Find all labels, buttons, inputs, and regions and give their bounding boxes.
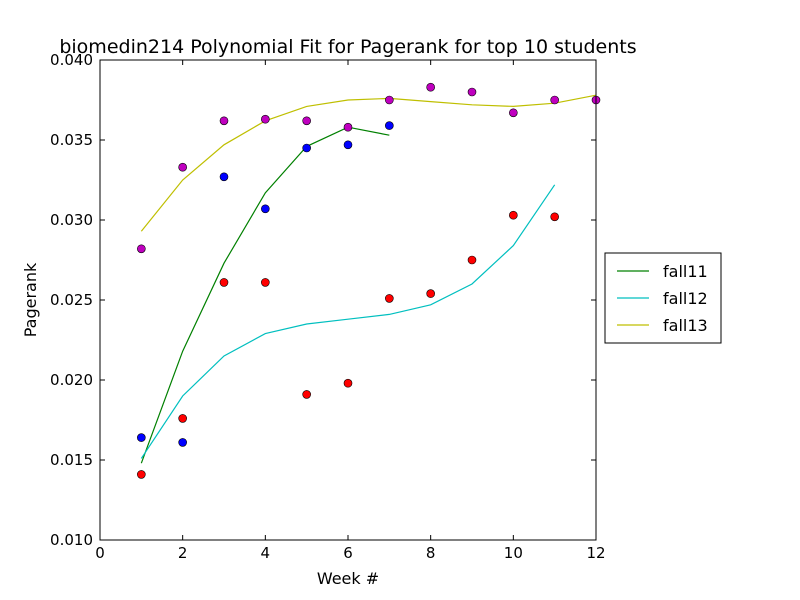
legend-label-fall12: fall12 bbox=[663, 289, 708, 308]
legend-label-fall11: fall11 bbox=[663, 262, 708, 281]
x-tick-label: 0 bbox=[95, 544, 105, 562]
x-tick-label: 6 bbox=[343, 544, 353, 562]
y-tick-label: 0.010 bbox=[50, 531, 93, 549]
data-point-fall13 bbox=[467, 87, 477, 97]
data-point-fall11 bbox=[137, 433, 146, 442]
legend-label-fall13: fall13 bbox=[663, 316, 708, 335]
x-axis-label: Week # bbox=[317, 569, 379, 588]
data-point-fall11 bbox=[219, 172, 229, 182]
data-point-fall12 bbox=[219, 278, 229, 287]
data-point-fall13 bbox=[385, 95, 394, 105]
y-tick-label: 0.025 bbox=[50, 291, 93, 309]
data-point-fall12 bbox=[178, 414, 187, 423]
data-point-fall13 bbox=[219, 116, 229, 126]
data-point-fall12 bbox=[137, 470, 146, 479]
data-point-fall12 bbox=[550, 212, 559, 222]
data-point-fall12 bbox=[261, 278, 270, 287]
y-tick-label: 0.020 bbox=[50, 371, 93, 389]
x-tick-label: 2 bbox=[178, 544, 188, 562]
y-tick-label: 0.030 bbox=[50, 211, 93, 229]
data-point-fall12 bbox=[302, 390, 311, 399]
x-tick-label: 10 bbox=[504, 544, 523, 562]
plot-marks bbox=[137, 82, 601, 479]
data-point-fall13 bbox=[426, 82, 435, 92]
x-tick-label: 12 bbox=[586, 544, 605, 562]
data-point-fall13 bbox=[261, 114, 270, 124]
series-line-fall12 bbox=[140, 184, 556, 459]
data-point-fall13 bbox=[137, 244, 146, 254]
y-tick-label: 0.035 bbox=[50, 131, 93, 149]
axis-ticks: 0 2 4 6 8 10 12 0.010 0.015 0.020 0.025 0.030 0.035 0… bbox=[50, 51, 606, 562]
y-tick-label: 0.015 bbox=[50, 451, 93, 469]
legend: fall11 fall12 fall13 bbox=[604, 252, 722, 344]
data-point-fall12 bbox=[343, 378, 353, 388]
data-point-fall12 bbox=[509, 210, 518, 220]
y-axis-label: Pagerank bbox=[21, 262, 40, 337]
data-point-fall13 bbox=[302, 116, 311, 126]
data-point-fall13 bbox=[343, 122, 353, 132]
data-point-fall12 bbox=[467, 255, 477, 265]
data-point-fall13 bbox=[509, 108, 518, 118]
data-point-fall11 bbox=[261, 204, 270, 214]
data-point-fall12 bbox=[385, 294, 394, 303]
data-point-fall11 bbox=[385, 121, 394, 130]
data-point-fall11 bbox=[343, 140, 353, 150]
x-tick-label: 4 bbox=[261, 544, 271, 562]
series-line-fall13 bbox=[140, 94, 597, 232]
chart-title: biomedin214 Polynomial Fit for Pagerank … bbox=[59, 36, 636, 58]
y-tick-label: 0.040 bbox=[50, 51, 93, 69]
data-point-fall11 bbox=[178, 438, 187, 447]
data-point-fall13 bbox=[178, 162, 187, 172]
data-point-fall13 bbox=[550, 95, 559, 105]
x-tick-label: 8 bbox=[426, 544, 436, 562]
data-point-fall12 bbox=[426, 289, 435, 298]
data-point-fall11 bbox=[302, 143, 311, 153]
